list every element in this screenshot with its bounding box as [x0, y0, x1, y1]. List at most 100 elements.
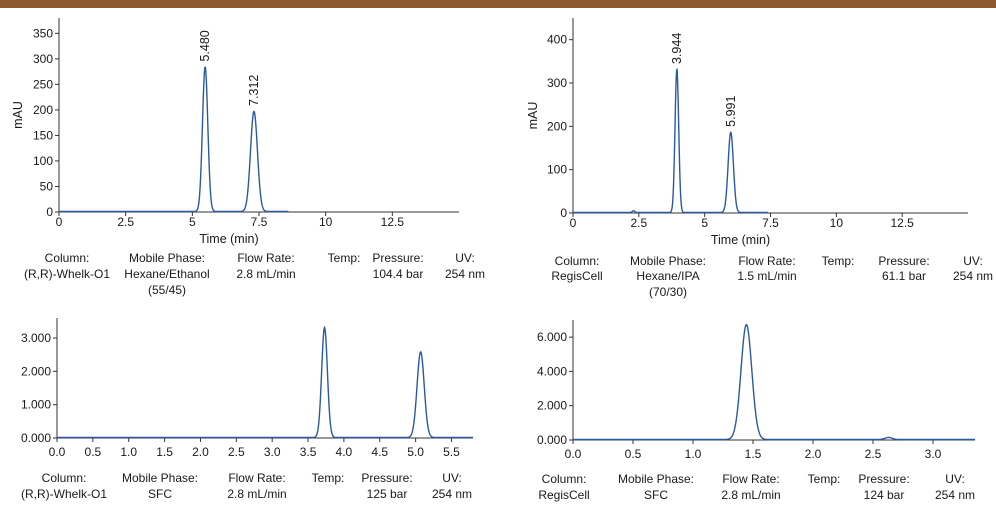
panel-3-condition-header: UV: [442, 471, 462, 485]
panel-3-condition-header: Pressure: [361, 471, 412, 485]
panel-4-x-tick-label: 2.5 [865, 447, 882, 461]
panel-3-y-tick-label: 0.000 [21, 431, 51, 445]
panel-3-trace [57, 325, 473, 439]
panel-4-y-tick-label: 6.000 [537, 330, 567, 344]
panel-3-x-tick-label: 3.0 [264, 445, 281, 459]
panel-3-x-tick-label: 2.0 [192, 445, 209, 459]
panel-2-x-tick-label: 5 [701, 216, 708, 230]
panel-2-y-tick-label: 400 [547, 33, 567, 47]
panel-2-condition-header: Pressure: [878, 254, 929, 268]
panel-3-condition-value: 125 bar [367, 487, 408, 501]
panel-3-condition-header: Column: [42, 471, 87, 485]
panel-2-y-tick-label: 200 [547, 119, 567, 133]
panel-1-y-tick-label: 200 [33, 103, 53, 117]
panel-2-condition-value: 254 nm [953, 269, 993, 283]
panel-2-condition-header: Temp: [822, 254, 855, 268]
panel-1-y-tick-label: 100 [33, 154, 53, 168]
panel-1-trace [59, 66, 289, 213]
panel-4-condition-header: Column: [542, 472, 587, 486]
panel-4-x-tick-label: 1.5 [745, 447, 762, 461]
panel-1-peak-label: 7.312 [247, 75, 261, 106]
panel-1-condition-value: 104.4 bar [373, 267, 424, 281]
panel-2-x-tick-label: 10 [830, 216, 844, 230]
panel-1-x-tick-label: 0 [56, 215, 63, 229]
panel-1-y-axis-label: mAU [11, 101, 25, 129]
panel-2-condition-header: Column: [555, 254, 600, 268]
panel-4-y-tick-label: 0.000 [537, 433, 567, 447]
panel-1-condition-value: (R,R)-Whelk-O1 [24, 267, 110, 281]
panel-1-peak-label: 5.480 [198, 30, 212, 61]
panel-3-x-tick-label: 1.5 [156, 445, 173, 459]
panel-4-x-tick-label: 0.0 [565, 447, 582, 461]
panel-2-peak-label: 5.991 [724, 96, 738, 127]
figure-frame [0, 8, 996, 530]
panel-2-peak-label: 3.944 [670, 33, 684, 64]
panel-3-y-tick-label: 2.000 [21, 364, 51, 378]
panel-3-condition-value: SFC [148, 487, 172, 501]
panel-2-condition-value: 61.1 bar [882, 269, 926, 283]
panel-4-y-tick-label: 2.000 [537, 399, 567, 413]
panel-2-condition-header: Mobile Phase: [630, 254, 706, 268]
panel-1-y-tick-label: 50 [40, 179, 54, 193]
panel-3-x-tick-label: 3.5 [300, 445, 317, 459]
panel-1-condition-value-2: (55/45) [148, 283, 186, 297]
panel-2-y-tick-label: 0 [560, 206, 567, 220]
panel-4-condition-value: 2.8 mL/min [721, 488, 780, 502]
panel-4-condition-header: Mobile Phase: [618, 472, 694, 486]
panel-4-condition-header: Pressure: [858, 472, 909, 486]
panel-2-y-axis-label: mAU [526, 102, 540, 130]
panel-3-condition-value: 2.8 mL/min [227, 487, 286, 501]
panel-3-x-tick-label: 1.0 [120, 445, 137, 459]
panel-1-condition-header: Flow Rate: [237, 251, 294, 265]
panel-3-x-tick-label: 0.5 [85, 445, 102, 459]
panel-4-condition-header: Temp: [808, 472, 841, 486]
panel-1-condition-value: 254 nm [445, 267, 485, 281]
panel-2-condition-value: RegisCell [551, 269, 602, 283]
panel-1-y-tick-label: 150 [33, 128, 53, 142]
panel-2-condition-value: Hexane/IPA [636, 269, 699, 283]
panel-4-x-tick-label: 1.0 [685, 447, 702, 461]
panel-2-condition-value: 1.5 mL/min [737, 269, 796, 283]
panel-1-y-tick-label: 350 [33, 26, 53, 40]
panel-1-condition-header: Pressure: [372, 251, 423, 265]
panel-2-condition-value-2: (70/30) [649, 285, 687, 299]
panel-3-x-tick-label: 5.5 [443, 445, 460, 459]
panel-1-x-tick-label: 2.5 [117, 215, 134, 229]
panel-4-condition-header: UV: [945, 472, 965, 486]
panel-2-trace [573, 67, 768, 214]
panel-2-condition-header: UV: [963, 254, 983, 268]
panel-4-x-tick-label: 3.0 [925, 447, 942, 461]
panel-1-y-tick-label: 250 [33, 77, 53, 91]
panel-2-condition-header: Flow Rate: [738, 254, 795, 268]
panel-2-x-axis-label: Time (min) [711, 233, 770, 247]
panel-3-y-tick-label: 1.000 [21, 398, 51, 412]
panel-2-x-tick-label: 2.5 [630, 216, 647, 230]
panel-4-y-tick-label: 4.000 [537, 364, 567, 378]
panel-4-trace [573, 323, 975, 441]
panel-4-condition-value: 124 bar [864, 488, 905, 502]
panel-2-x-tick-label: 0 [570, 216, 577, 230]
panel-2-y-tick-label: 100 [547, 163, 567, 177]
panel-1-condition-header: Temp: [328, 251, 361, 265]
panel-4-condition-value: RegisCell [538, 488, 589, 502]
panel-3-condition-value: (R,R)-Whelk-O1 [21, 487, 107, 501]
panel-1-x-tick-label: 7.5 [251, 215, 268, 229]
panel-4-condition-header: Flow Rate: [722, 472, 779, 486]
panel-3-x-tick-label: 2.5 [228, 445, 245, 459]
panel-1-condition-value: Hexane/Ethanol [124, 267, 209, 281]
panel-3-condition-header: Flow Rate: [228, 471, 285, 485]
panel-3-condition-value: 254 nm [432, 487, 472, 501]
panel-1-x-tick-label: 12.5 [381, 215, 405, 229]
panel-1-condition-header: UV: [455, 251, 475, 265]
panel-1-condition-header: Column: [45, 251, 90, 265]
panel-2-y-tick-label: 300 [547, 76, 567, 90]
panel-4-x-tick-label: 2.0 [805, 447, 822, 461]
panel-3-condition-header: Mobile Phase: [122, 471, 198, 485]
panel-3-x-tick-label: 0.0 [49, 445, 66, 459]
panel-4-x-tick-label: 0.5 [625, 447, 642, 461]
panel-1-condition-header: Mobile Phase: [129, 251, 205, 265]
panel-2-x-tick-label: 12.5 [890, 216, 914, 230]
panel-4-condition-value: 254 nm [935, 488, 975, 502]
